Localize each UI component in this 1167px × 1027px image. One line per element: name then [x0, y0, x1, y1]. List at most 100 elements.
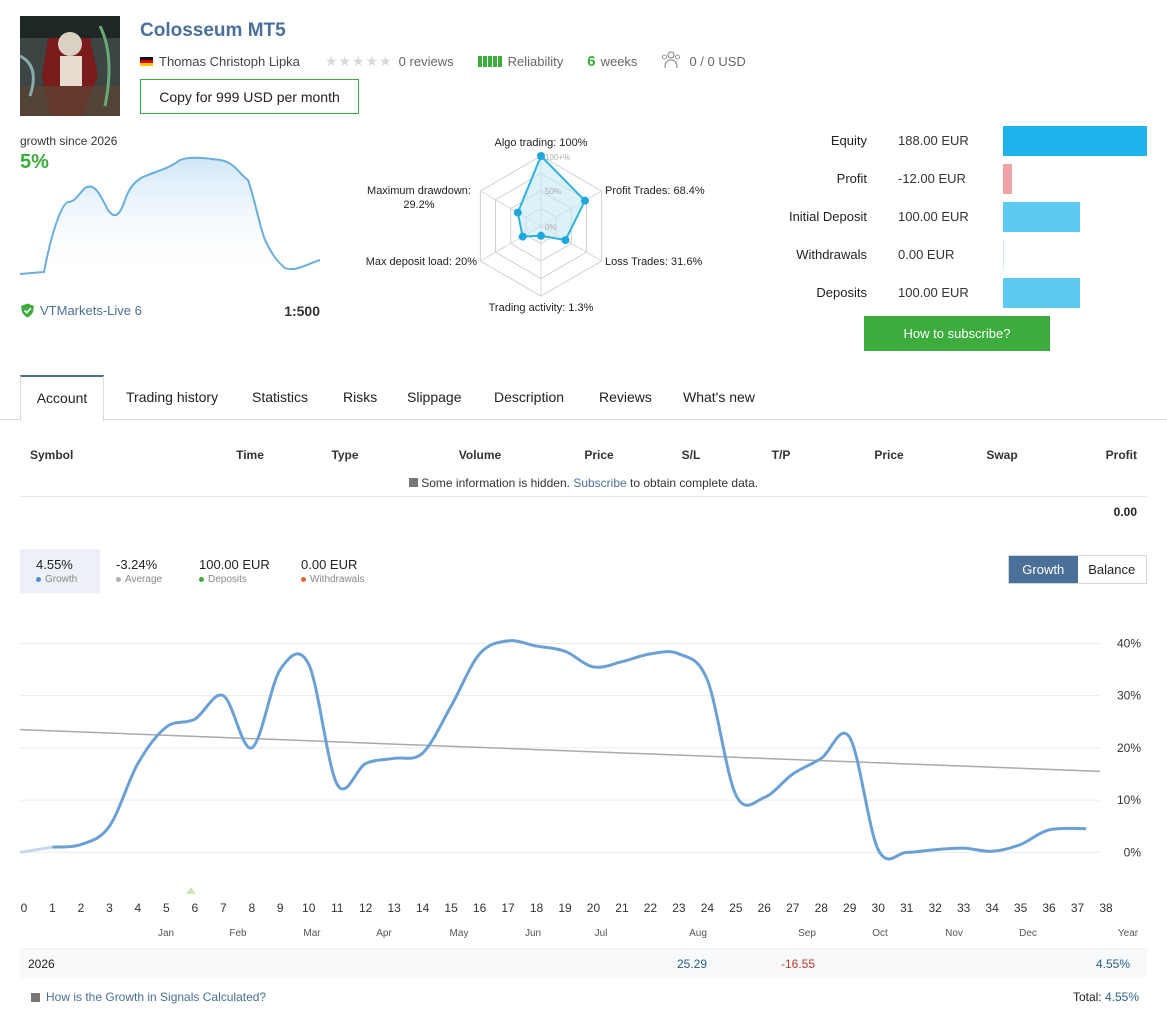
- tab-statistics[interactable]: Statistics: [252, 389, 309, 405]
- summary-withdrawals-value: 0.00 EUR: [301, 557, 358, 572]
- stat-bar: [1003, 164, 1013, 194]
- tab-what-s-new[interactable]: What's new: [683, 389, 755, 405]
- growth-summary-highlight[interactable]: [20, 549, 100, 593]
- growth-line: [52, 639, 1087, 861]
- mini-growth-line: [20, 156, 320, 275]
- month-label: May: [450, 928, 469, 939]
- radar-label-profit: Profit Trades: 68.4%: [605, 185, 705, 197]
- x-tick-label: 22: [644, 901, 658, 915]
- weeks-count: 6: [587, 52, 596, 70]
- x-tick-label: 7: [220, 901, 227, 915]
- stat-value: 100.00 EUR: [898, 285, 969, 300]
- x-tick-label: 24: [701, 901, 715, 915]
- copy-subscribe-button[interactable]: Copy for 999 USD per month: [140, 79, 359, 114]
- x-tick-label: 0: [21, 901, 28, 915]
- leverage-value: 1:500: [284, 303, 320, 319]
- summary-withdrawals[interactable]: 0.00 EUR Withdrawals: [301, 557, 364, 585]
- column-header[interactable]: Profit: [1105, 448, 1137, 462]
- summary-growth[interactable]: 4.55% Growth: [36, 557, 77, 585]
- x-tick-label: 13: [387, 901, 401, 915]
- x-tick-label: 34: [985, 901, 999, 915]
- summary-deposits[interactable]: 100.00 EUR Deposits: [199, 557, 270, 585]
- year-total-return: 4.55%: [1096, 957, 1131, 971]
- subscribe-link[interactable]: Subscribe: [573, 476, 627, 490]
- growth-value: 5%: [20, 151, 49, 173]
- stat-label: Initial Deposit: [788, 209, 867, 224]
- x-tick-label: 32: [928, 901, 942, 915]
- how-to-subscribe-button[interactable]: How to subscribe?: [864, 316, 1050, 351]
- broker-name[interactable]: VTMarkets-Live 6: [40, 303, 142, 318]
- tab-reviews[interactable]: Reviews: [599, 389, 652, 405]
- column-header[interactable]: Swap: [986, 448, 1018, 462]
- column-header[interactable]: Symbol: [30, 448, 74, 462]
- growth-toggle-button[interactable]: Growth: [1009, 556, 1078, 583]
- x-tick-label: 5: [163, 901, 170, 915]
- subscribers-value: 0 / 0 USD: [689, 53, 746, 69]
- balance-toggle-button[interactable]: Balance: [1088, 562, 1136, 577]
- reviews-count[interactable]: 0 reviews: [398, 53, 454, 69]
- x-tick-label: 21: [615, 901, 629, 915]
- x-tick-label: 9: [277, 901, 284, 915]
- x-tick-label: 27: [786, 901, 800, 915]
- growth-calculation-text[interactable]: How is the Growth in Signals Calculated?: [46, 990, 267, 1004]
- hidden-note-suffix: to obtain complete data.: [630, 476, 759, 490]
- radar-point: [537, 231, 545, 240]
- stat-value: 100.00 EUR: [898, 209, 969, 224]
- deposits-dot-icon: [199, 577, 204, 582]
- x-tick-label: 36: [1042, 901, 1056, 915]
- author-avatar[interactable]: [20, 16, 120, 116]
- x-tick-label: 12: [359, 901, 373, 915]
- x-tick-label: 1: [49, 901, 56, 915]
- column-header[interactable]: Volume: [458, 448, 502, 462]
- x-tick-label: 25: [729, 901, 743, 915]
- broker-link[interactable]: VTMarkets-Live 6: [20, 303, 142, 318]
- radar-point: [561, 236, 570, 245]
- column-header[interactable]: Price: [874, 448, 904, 462]
- column-header[interactable]: S/L: [681, 448, 701, 462]
- x-tick-label: 19: [558, 901, 572, 915]
- stat-bar: [1003, 240, 1004, 270]
- y-tick-label: 0%: [1124, 845, 1142, 859]
- growth-calculation-link[interactable]: How is the Growth in Signals Calculated?: [31, 990, 266, 1004]
- help-icon: [31, 992, 40, 1002]
- radar-label-activity: Trading activity: 1.3%: [489, 302, 594, 314]
- x-tick-label: 4: [135, 901, 142, 915]
- summary-average-label: Average: [125, 574, 163, 585]
- stat-bar: [1003, 278, 1080, 308]
- summary-average[interactable]: -3.24% Average: [116, 557, 162, 585]
- hidden-info-note: Some information is hidden. Subscribe to…: [0, 476, 1167, 490]
- x-tick-label: 20: [587, 901, 601, 915]
- x-tick-label: 33: [957, 901, 971, 915]
- summary-deposits-label: Deposits: [208, 574, 247, 585]
- weeks-label: weeks: [600, 53, 638, 69]
- month-label: Feb: [229, 928, 247, 939]
- tab-account[interactable]: Account: [20, 375, 104, 421]
- radar-scale-mid: 50%: [545, 187, 561, 196]
- summary-growth-value: 4.55%: [36, 557, 73, 572]
- tab-slippage[interactable]: Slippage: [407, 389, 462, 405]
- average-dot-icon: [116, 577, 121, 582]
- column-header[interactable]: T/P: [771, 448, 791, 462]
- column-header[interactable]: Time: [236, 448, 264, 462]
- month-label: Mar: [303, 928, 321, 939]
- total-label: Total:: [1072, 990, 1102, 1004]
- stat-label: Withdrawals: [796, 247, 867, 262]
- column-header[interactable]: Type: [331, 448, 359, 462]
- month-label: Dec: [1019, 928, 1037, 939]
- stat-label: Equity: [830, 133, 867, 148]
- radar-label-algo: Algo trading: 100%: [495, 137, 588, 149]
- average-trend-line: [19, 728, 1101, 773]
- tab-description[interactable]: Description: [494, 389, 565, 405]
- radar-label-drawdown-title: Maximum drawdown:: [367, 185, 471, 197]
- tab-trading-history[interactable]: Trading history: [126, 389, 219, 405]
- signal-title[interactable]: Colosseum MT5: [140, 20, 286, 41]
- growth-since-label: growth since 2026: [20, 134, 118, 148]
- author-name[interactable]: Thomas Christoph Lipka: [159, 53, 300, 69]
- y-tick-label: 20%: [1117, 741, 1141, 755]
- germany-flag-icon: [140, 56, 153, 66]
- tab-risks[interactable]: Risks: [343, 389, 378, 405]
- hidden-note-text: Some information is hidden.: [421, 476, 570, 490]
- verified-shield-icon: [21, 303, 34, 318]
- column-header[interactable]: Price: [584, 448, 614, 462]
- mini-growth-area: [20, 157, 320, 280]
